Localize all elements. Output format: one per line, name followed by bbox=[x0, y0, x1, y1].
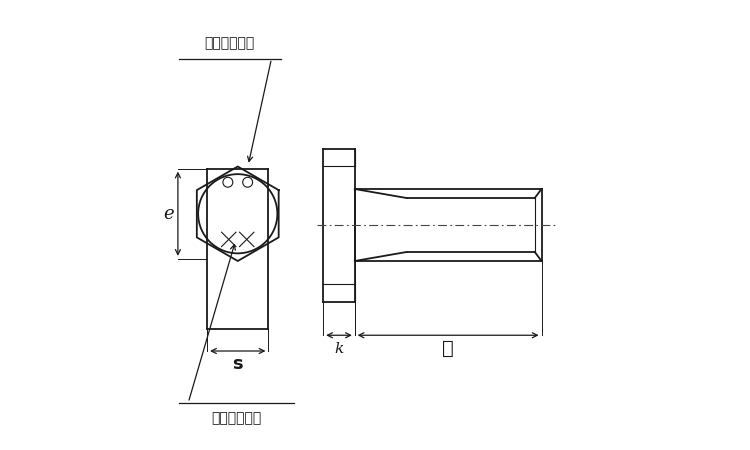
Text: s: s bbox=[232, 355, 243, 373]
Text: k: k bbox=[334, 342, 344, 356]
Text: メーカー表示: メーカー表示 bbox=[205, 36, 255, 50]
Text: ℓ: ℓ bbox=[442, 340, 454, 358]
Text: e: e bbox=[164, 205, 174, 223]
Text: 強度区分表示: 強度区分表示 bbox=[211, 411, 262, 425]
